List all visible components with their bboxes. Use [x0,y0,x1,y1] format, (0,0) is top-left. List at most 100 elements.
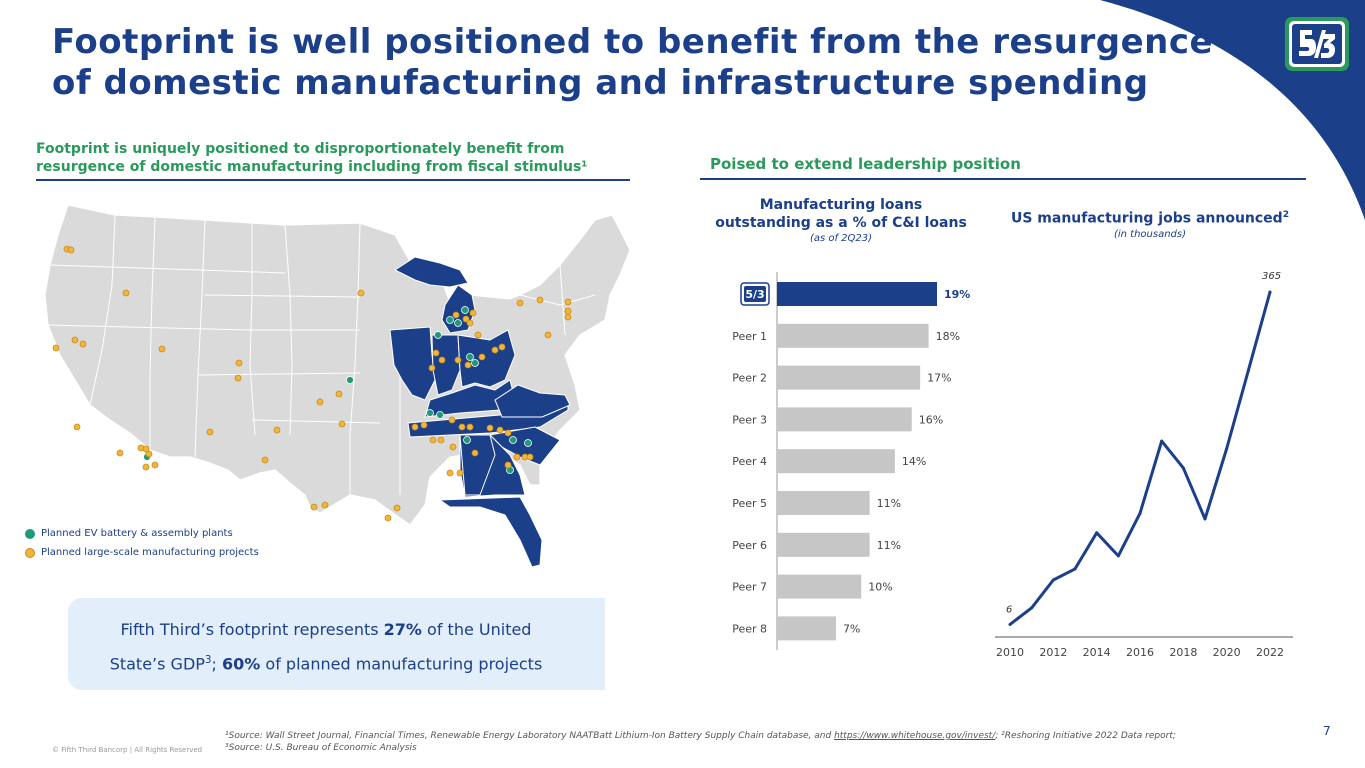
manufacturing-jobs-line-chart: 6 365 2010 2012 2014 2016 2018 2020 2022 [995,271,1293,659]
callout-footnote-ref: 3 [204,654,212,666]
bar-value-label: 11% [877,539,901,552]
jobs-point [1073,567,1077,571]
legend-mfg: Planned large-scale manufacturing projec… [25,543,259,562]
bar-peer-5 [777,491,870,515]
bar-peer-7 [777,574,862,599]
footnote-line2: ³Source: U.S. Bureau of Economic Analysi… [225,743,417,753]
callout-60-percent: 60% [222,654,261,674]
jobs-point [1225,446,1229,450]
mfg-dot-icon [25,547,35,558]
bar-value-label: 16% [919,413,943,426]
line-chart-title: US manufacturing jobs announced2 (in tho… [1000,206,1300,241]
bar-peer-6 [777,532,870,557]
line-chart-title-main: US manufacturing jobs announced [1010,210,1283,227]
bar-chart-title-line1: Manufacturing loans [759,197,923,213]
callout-line1-c: of the United [421,620,532,639]
jobs-point [1203,517,1207,521]
jobs-point [1051,578,1055,582]
left-heading-rule [36,179,630,181]
line-chart-subtitle: (in thousands) [1113,228,1187,240]
ev-dot-icon [25,528,35,539]
svg-text:5/3: 5/3 [745,288,764,301]
jobs-point [1246,369,1250,373]
map-legend: Planned EV battery & assembly plants Pla… [25,524,259,562]
bar-value-label: 19% [944,288,970,301]
jobs-point [1181,466,1185,470]
gdp-callout-text: Fifth Third’s footprint represents 27% o… [86,614,566,679]
left-heading-line2: resurgence of domestic manufacturing inc… [36,159,588,175]
x-tick-label: 2014 [1083,646,1111,659]
bar-value-label: 7% [843,622,860,635]
page-title-line2: of domestic manufacturing and infrastruc… [52,63,1149,103]
bar-category-label: Peer 1 [732,330,767,343]
footnote-line1: ¹Source: Wall Street Journal, Financial … [225,730,1285,742]
jobs-point [1160,439,1164,443]
left-heading-line1: Footprint is uniquely positioned to disp… [36,141,565,157]
last-value-label: 365 [1262,271,1281,282]
right-section-heading: Poised to extend leadership position [710,155,1021,173]
bar-category-label: Peer 4 [732,455,767,468]
callout-line2: State’s GDP3; 60% of planned manufacturi… [86,645,566,679]
callout-line2-d: of planned manufacturing projects [260,654,543,674]
page-title: Footprint is well positioned to benefit … [52,22,1232,104]
bar-category-label: Peer 8 [732,622,767,635]
right-heading-rule [700,178,1306,180]
bar-chart-title: Manufacturing loans outstanding as a % o… [705,196,977,245]
bar-value-label: 11% [877,497,901,510]
jobs-point [1008,622,1012,626]
legend-mfg-label: Planned large-scale manufacturing projec… [41,547,259,558]
bar-value-label: 18% [936,330,960,343]
callout-27-percent: 27% [383,620,422,639]
bar-value-label: 17% [927,372,951,385]
bar-peer-8 [777,616,836,641]
bar-category-label: Peer 2 [732,372,767,385]
bar-category-label: Peer 7 [732,581,767,594]
x-tick-label: 2018 [1169,646,1197,659]
jobs-point [1030,606,1034,610]
page-title-line1: Footprint is well positioned to benefit … [52,22,1214,62]
line-chart-title-text: US manufacturing jobs announced2 [1000,206,1300,228]
x-tick-label: 2016 [1126,646,1154,659]
footnote-link[interactable]: https://www.whitehouse.gov/invest/ [834,731,996,741]
callout-line2-a: State’s GDP [109,654,205,674]
fifth-third-mini-logo-icon: 5/3 [740,282,770,306]
fifth-third-logo [1285,17,1349,71]
bar-peer-3 [777,407,912,432]
footnote-line1-a: ¹Source: Wall Street Journal, Financial … [225,731,835,741]
callout-line1: Fifth Third’s footprint represents 27% o… [86,614,566,645]
bar-peer-4 [777,449,895,474]
bar-chart-title-line2: outstanding as a % of C&I loans [715,215,967,231]
callout-line2-b: ; [211,654,223,674]
bar-value-label: 14% [902,455,926,468]
bar-fifth-third [777,282,937,306]
x-tick-label: 2012 [1039,646,1067,659]
bar-value-label: 10% [868,581,892,594]
line-chart-title-sup: 2 [1282,210,1290,220]
footnote-line1-b: ; ²Reshoring Initiative 2022 Data report… [995,731,1176,741]
jobs-point [1095,531,1099,535]
us-footprint-map [44,204,631,568]
legend-ev: Planned EV battery & assembly plants [25,524,259,543]
footnotes: ¹Source: Wall Street Journal, Financial … [225,730,1285,754]
manufacturing-loans-bar-chart: 19% 5/3 18% Peer 1 17% Peer 2 16% Peer 3 14% Peer… [732,272,970,650]
bar-peer-1 [777,323,929,348]
x-tick-label: 2022 [1256,646,1284,659]
callout-line1-a: Fifth Third’s footprint represents [120,620,384,639]
jobs-point [1268,290,1272,294]
x-tick-label: 2020 [1213,646,1241,659]
state-borders [47,214,596,495]
jobs-series-line [1009,291,1272,626]
jobs-point [1116,554,1120,558]
bar-peer-2 [777,365,921,390]
us-states-base [44,204,631,526]
legend-ev-label: Planned EV battery & assembly plants [41,528,233,539]
jobs-point [1138,511,1142,515]
left-section-heading: Footprint is uniquely positioned to disp… [36,140,636,176]
bar-chart-subtitle: (as of 2Q23) [809,233,873,244]
first-value-label: 6 [1006,604,1012,615]
bar-category-label: Peer 6 [732,539,767,552]
bar-category-label: Peer 3 [732,413,767,426]
x-tick-label: 2010 [996,646,1024,659]
bar-category-label: Peer 5 [732,497,767,510]
manufacturing-project-dots [52,245,572,522]
